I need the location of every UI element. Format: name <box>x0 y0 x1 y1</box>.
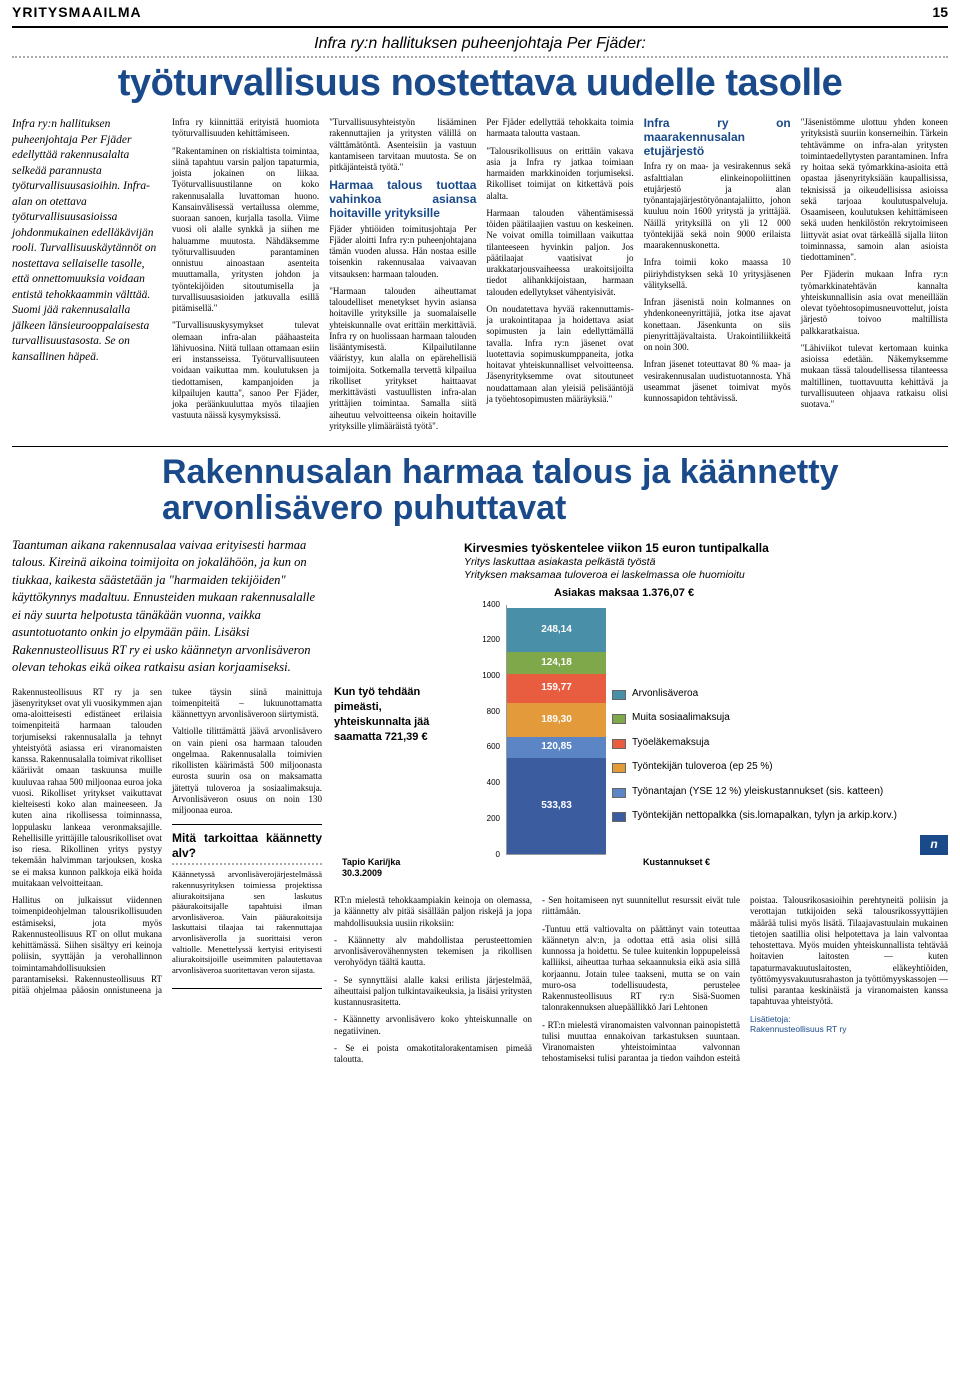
para: Infra toimii koko maassa 10 piiriyhdisty… <box>644 257 791 291</box>
chart-y-axis: 0200400600800100012001400 <box>460 605 500 855</box>
axis-tick: 1000 <box>482 671 500 681</box>
info-box-body: Käännetyssä arvonlisäverojärjestelmässä … <box>172 869 322 975</box>
article-1: Infra ry:n hallituksen puheenjohtaja Per… <box>12 34 948 433</box>
chart-subtitle-1: Yritys laskuttaa asiakasta pelkästä työs… <box>464 556 948 570</box>
para: "Rakentaminen on riskialtista toimintaa,… <box>172 146 319 315</box>
para: "Turvallisuuskysymykset tulevat olemaan … <box>172 320 319 421</box>
para: Fjäder yhtiöiden toimitusjohtaja Per Fjä… <box>329 224 476 280</box>
chart-left-label: Kun työ tehdään pimeästi, yhteiskunnalta… <box>334 685 454 854</box>
axis-tick: 1400 <box>482 600 500 610</box>
headline-2: Rakennusalan harmaa talous ja käännetty … <box>162 455 948 526</box>
para: - Se ei poista omakotitalorakentamisen p… <box>334 1043 532 1066</box>
article-2-lead: Taantuman aikana rakennusalaa vaivaa eri… <box>12 537 322 677</box>
page-number: 15 <box>932 4 948 22</box>
headline-1: työturvallisuus nostettava uudelle tasol… <box>12 60 948 108</box>
legend-label: Muita sosiaalimaksuja <box>632 712 730 725</box>
legend-label: Työntekijän tuloveroa (ep 25 %) <box>632 761 773 774</box>
legend-swatch <box>612 690 626 700</box>
para: - Käännetty arvonlisävero koko yhteiskun… <box>334 1014 532 1037</box>
chart-source: Tapio Kari/jka 30.3.2009 <box>342 857 400 880</box>
legend-item: Muita sosiaalimaksuja <box>612 712 948 725</box>
para: Per Fjäder edellyttää tehokkaita toimia … <box>486 117 633 140</box>
legend-swatch <box>612 739 626 749</box>
chart-segment: 189,30 <box>507 703 606 737</box>
article-1-lead: Infra ry:n hallituksen puheenjohtaja Per… <box>12 117 162 432</box>
para: Infra ry kiinnittää erityistä huomiota t… <box>172 117 319 140</box>
info-box-title: Mitä tarkoittaa käännetty alv? <box>172 831 322 865</box>
chart-legend: Arvonlisäveroa Muita sosiaalimaksuja Työel… <box>612 678 948 855</box>
para: -Tuntuu että valtiovalta on päättänyt va… <box>542 924 740 1014</box>
para: "Turvallisuusyhteistyön lisääminen raken… <box>329 117 476 173</box>
chart-amount: Asiakas maksaa 1.376,07 € <box>554 587 948 601</box>
legend-item: Työnantajan (YSE 12 %) yleiskustannukset… <box>612 786 948 799</box>
legend-swatch <box>612 763 626 773</box>
para: - Käännetty alv mahdollistaa perusteetto… <box>334 935 532 969</box>
legend-label: Työnantajan (YSE 12 %) yleiskustannukset… <box>632 786 883 799</box>
para: "Jäsenistömme ulottuu yhden koneen yrity… <box>801 117 948 263</box>
legend-item: Työntekijän tuloveroa (ep 25 %) <box>612 761 948 774</box>
para: Valtiolle tilittämättä jäävä arvonlisäve… <box>172 726 322 816</box>
legend-label: Työntekijän nettopalkka (sis.lomapalkan,… <box>632 810 897 823</box>
chart-subtitle-2: Yrityksen maksamaa tuloveroa ei laskelma… <box>464 569 948 583</box>
legend-label: Arvonlisäveroa <box>632 688 698 701</box>
legend-swatch <box>612 788 626 798</box>
article-1-body: Infra ry kiinnittää erityistä huomiota t… <box>172 117 948 432</box>
article-2: Rakennusalan harmaa talous ja käännetty … <box>12 446 948 1065</box>
top-bar: YRITYSMAAILMA 15 <box>12 0 948 28</box>
para: "Talousrikollisuus on erittäin vakava as… <box>486 146 633 202</box>
axis-tick: 800 <box>487 707 500 717</box>
legend-item: Työeläkemaksuja <box>612 737 948 750</box>
article-2-bottom-cols: RT:n mielestä tehokkaampiakin keinoja on… <box>334 895 948 1065</box>
chart-segment: 159,77 <box>507 674 606 703</box>
para: RT:n mielestä tehokkaampiakin keinoja on… <box>334 895 532 929</box>
chart-bar: 533,83120,85189,30159,77124,18248,14 <box>506 605 606 855</box>
chart-segment: 533,83 <box>507 758 606 853</box>
more-info: Lisätietoja: Rakennusteollisuus RT ry <box>750 1014 948 1035</box>
chart-segment: 124,18 <box>507 652 606 674</box>
kicker: Infra ry:n hallituksen puheenjohtaja Per… <box>12 34 948 58</box>
legend-swatch <box>612 812 626 822</box>
legend-label: Työeläkemaksuja <box>632 737 709 750</box>
article-2-left-cols: Rakennusteollisuus RT ry ja sen jäsenyri… <box>12 687 322 997</box>
para: "Lähiviikot tulevat kertomaan kuinka asi… <box>801 343 948 411</box>
chart-x-label: Kustannukset € <box>643 857 710 880</box>
para: "Harmaan talouden aiheuttamat taloudelli… <box>329 286 476 432</box>
para: Harmaan talouden vähentämisessä töiden p… <box>486 208 633 298</box>
section-name: YRITYSMAAILMA <box>12 4 142 22</box>
para: On noudatettava hyvää rakennuttamis- ja … <box>486 304 633 405</box>
para: Infran jäsenet toteuttavat 80 % maa- ja … <box>644 359 791 404</box>
legend-swatch <box>612 714 626 724</box>
chart-segment: 248,14 <box>507 608 606 652</box>
para: Rakennusteollisuus RT ry ja sen jäsenyri… <box>12 687 162 890</box>
subhead: Harmaa talous tuottaa vahinkoa asiansa h… <box>329 179 476 220</box>
legend-item: Arvonlisäveroa <box>612 688 948 701</box>
axis-tick: 600 <box>487 742 500 752</box>
publisher-logo-icon: n <box>920 835 948 855</box>
axis-tick: 1200 <box>482 635 500 645</box>
info-box: Mitä tarkoittaa käännetty alv? Käännetys… <box>172 824 322 988</box>
axis-tick: 0 <box>496 850 500 860</box>
chart: Kirvesmies työskentelee viikon 15 euron … <box>334 537 948 886</box>
axis-tick: 200 <box>487 814 500 824</box>
para: Infran jäsenistä noin kolmannes on yhden… <box>644 297 791 353</box>
chart-segment: 120,85 <box>507 737 606 759</box>
para: Per Fjäderin mukaan Infra ry:n työmarkki… <box>801 269 948 337</box>
legend-item: Työntekijän nettopalkka (sis.lomapalkan,… <box>612 810 948 823</box>
para: - Sen hoitamiseen nyt suunnitellut resur… <box>542 895 740 918</box>
para: Infra ry on maa- ja vesirakennus sekä as… <box>644 161 791 251</box>
subhead: Infra ry on maarakennusalan etujärjestö <box>644 117 791 158</box>
chart-title: Kirvesmies työskentelee viikon 15 euron … <box>464 541 948 556</box>
axis-tick: 400 <box>487 778 500 788</box>
para: - Se synnyttäisi alalle kaksi erilista j… <box>334 975 532 1009</box>
